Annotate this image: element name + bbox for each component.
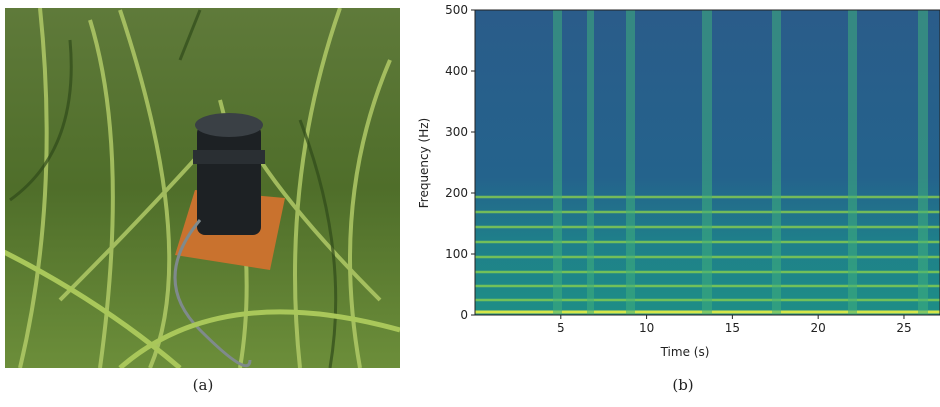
y-tick-label: 400 bbox=[445, 64, 468, 78]
y-tick-label: 200 bbox=[445, 186, 468, 200]
x-tick-label: 10 bbox=[639, 321, 654, 335]
x-tick-label: 20 bbox=[811, 321, 826, 335]
y-tick-label: 300 bbox=[445, 125, 468, 139]
y-axis-label: Frequency (Hz) bbox=[417, 118, 431, 209]
x-tick-label: 15 bbox=[725, 321, 740, 335]
photo bbox=[0, 8, 400, 368]
x-axis-label: Time (s) bbox=[660, 345, 710, 359]
figure: Time (s) Frequency (Hz) (a) (b) 5 10 15 20 2… bbox=[0, 0, 940, 403]
spectrogram-image bbox=[475, 10, 940, 315]
x-tick-label: 25 bbox=[896, 321, 911, 335]
y-tick-label: 500 bbox=[445, 3, 468, 17]
x-tick-label: 5 bbox=[557, 321, 565, 335]
y-tick-label: 100 bbox=[445, 247, 468, 261]
caption: (b) bbox=[672, 376, 693, 394]
caption: (a) bbox=[193, 376, 214, 394]
y-tick-label: 0 bbox=[460, 308, 468, 322]
